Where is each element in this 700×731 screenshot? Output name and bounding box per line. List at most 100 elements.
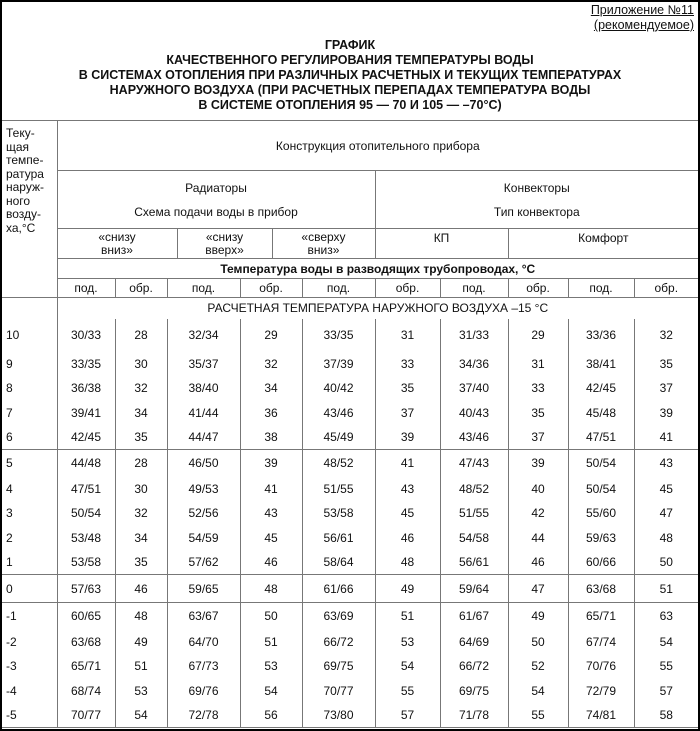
- table-row: 3 50/54 32 52/56 43 53/58 45 51/55 42 55/60 47: [2, 501, 699, 526]
- temperature-table: Теку-щая темпе-ратура наруж-ного возду-х…: [2, 120, 699, 728]
- return-temp-cell: 54: [374, 654, 440, 679]
- radiators-label: Радиаторы: [185, 180, 247, 195]
- outdoor-temp-cell: 1: [6, 555, 13, 569]
- return-temp-cell: 43: [239, 501, 302, 526]
- outdoor-temp-cell: -3: [6, 659, 17, 674]
- return-temp-cell: 28: [114, 318, 167, 352]
- supply-column-header: под.: [166, 278, 240, 298]
- return-temp-cell: 45: [374, 501, 440, 526]
- design-temp-header: РАСЧЕТНАЯ ТЕМПЕРАТУРА НАРУЖНОГО ВОЗДУХА …: [56, 297, 699, 319]
- supply-temp-cell: 72/79: [567, 678, 634, 703]
- return-temp-cell: 53: [239, 654, 302, 679]
- supply-temp-cell: 65/71: [56, 654, 115, 679]
- supply-temp-cell: 47/51: [56, 476, 115, 501]
- table-row: 6 42/45 35 44/47 38 45/49 39 43/46 37 47/51 41: [2, 425, 699, 450]
- scheme-bottom-top: «снизу вверх»: [176, 228, 272, 259]
- supply-column-header: под.: [301, 278, 375, 298]
- supply-temp-cell: 70/77: [301, 678, 375, 703]
- supply-temp-cell: 47/43: [439, 449, 508, 477]
- return-temp-cell: 29: [239, 318, 302, 352]
- supply-temp-cell: 64/70: [166, 629, 240, 654]
- outdoor-temp-cell: 8: [6, 381, 13, 396]
- return-temp-cell: 44: [507, 525, 568, 550]
- supply-column-header: под.: [567, 278, 634, 298]
- supply-temp-cell: 63/68: [56, 629, 115, 654]
- return-temp-cell: 35: [633, 351, 699, 376]
- supply-temp-cell: 59/65: [166, 574, 240, 603]
- return-temp-cell: 49: [114, 629, 167, 654]
- return-temp-cell: 45: [239, 525, 302, 550]
- outdoor-temp-cell: 6: [6, 430, 13, 444]
- current-temp-header: Теку-щая темпе-ратура наруж-ного возду-х…: [2, 120, 57, 298]
- supply-temp-cell: 57/62: [166, 550, 240, 575]
- return-temp-cell: 47: [633, 501, 699, 526]
- supply-temp-cell: 67/74: [567, 629, 634, 654]
- return-temp-cell: 48: [114, 602, 167, 630]
- supply-temp-cell: 45/48: [567, 400, 634, 425]
- appendix-number: Приложение №11: [590, 3, 694, 17]
- convector-komfort: Комфорт: [507, 228, 699, 259]
- return-temp-cell: 43: [374, 476, 440, 501]
- return-temp-cell: 32: [633, 318, 699, 352]
- supply-temp-cell: 74/81: [567, 703, 634, 728]
- return-temp-cell: 35: [114, 425, 167, 450]
- scheme-top-bottom: «сверху вниз»: [271, 228, 375, 259]
- supply-temp-cell: 33/36: [567, 318, 634, 352]
- outdoor-temp-cell: 0: [2, 574, 57, 603]
- return-temp-cell: 57: [374, 703, 440, 728]
- title-line: КАЧЕСТВЕННОГО РЕГУЛИРОВАНИЯ ТЕМПЕРАТУРЫ …: [166, 53, 534, 67]
- supply-temp-cell: 42/45: [567, 376, 634, 401]
- return-temp-cell: 63: [633, 602, 699, 630]
- supply-temp-cell: 50/54: [567, 476, 634, 501]
- return-temp-cell: 46: [239, 550, 302, 575]
- supply-temp-cell: 37/39: [301, 351, 375, 376]
- supply-temp-cell: 58/64: [301, 550, 375, 575]
- table-row: -3 65/71 51 67/73 53 69/75 54 66/72 52 70/76 55: [2, 654, 699, 679]
- return-temp-cell: 30: [114, 351, 167, 376]
- return-temp-cell: 49: [374, 574, 440, 603]
- convectors-sublabel: Тип конвектора: [493, 204, 580, 219]
- return-temp-cell: 58: [633, 703, 699, 728]
- supply-temp-cell: 44/48: [56, 449, 115, 477]
- return-temp-cell: 37: [507, 425, 568, 450]
- return-temp-cell: 31: [374, 318, 440, 352]
- return-temp-cell: 52: [507, 654, 568, 679]
- table-row: 4 47/51 30 49/53 41 51/55 43 48/52 40 50/54 45: [2, 476, 699, 501]
- supply-temp-cell: 45/49: [301, 425, 375, 450]
- supply-temp-cell: 55/60: [567, 501, 634, 526]
- appendix-label: Приложение №11 (рекомендуемое): [591, 3, 694, 33]
- return-temp-cell: 41: [633, 425, 699, 450]
- supply-temp-cell: 54/58: [439, 525, 508, 550]
- supply-temp-cell: 48/52: [439, 476, 508, 501]
- title-line: В СИСТЕМЕ ОТОПЛЕНИЯ 95 — 70 И 105 — –70°…: [198, 98, 502, 112]
- return-temp-cell: 39: [374, 425, 440, 450]
- table-row: -2 63/68 49 64/70 51 66/72 53 64/69 50 67/74 54: [2, 629, 699, 654]
- return-temp-cell: 39: [239, 449, 302, 477]
- title-line: НАРУЖНОГО ВОЗДУХА (ПРИ РАСЧЕТНЫХ ПЕРЕПАД…: [109, 83, 591, 97]
- convectors-label: Конвекторы: [503, 180, 570, 195]
- convector-kp: КП: [374, 228, 508, 259]
- supply-temp-cell: 49/53: [166, 476, 240, 501]
- return-temp-cell: 37: [633, 376, 699, 401]
- supply-temp-cell: 34/36: [439, 351, 508, 376]
- return-temp-cell: 42: [507, 501, 568, 526]
- return-temp-cell: 33: [507, 376, 568, 401]
- outdoor-temp-cell: 3: [6, 506, 13, 521]
- table-row: 10 30/33 28 32/34 29 33/35 31 31/33 29 33/36 32: [2, 318, 699, 352]
- table-row: -1 60/65 48 63/67 50 63/69 51 61/67 49 65/71 63: [2, 602, 699, 630]
- supply-temp-cell: 39/41: [56, 400, 115, 425]
- return-column-header: обр.: [633, 278, 699, 298]
- supply-temp-cell: 59/64: [439, 574, 508, 603]
- table-row: 9 33/35 30 35/37 32 37/39 33 34/36 31 38/41 35: [2, 351, 699, 376]
- supply-temp-cell: 33/35: [301, 318, 375, 352]
- supply-temp-cell: 41/44: [166, 400, 240, 425]
- table-row: -4 68/74 53 69/76 54 70/77 55 69/75 54 72/79 57: [2, 678, 699, 703]
- supply-temp-cell: 68/74: [56, 678, 115, 703]
- supply-temp-cell: 61/66: [301, 574, 375, 603]
- return-temp-cell: 54: [239, 678, 302, 703]
- return-temp-cell: 34: [114, 525, 167, 550]
- return-temp-cell: 45: [633, 476, 699, 501]
- return-temp-cell: 30: [114, 476, 167, 501]
- supply-temp-cell: 51/55: [301, 476, 375, 501]
